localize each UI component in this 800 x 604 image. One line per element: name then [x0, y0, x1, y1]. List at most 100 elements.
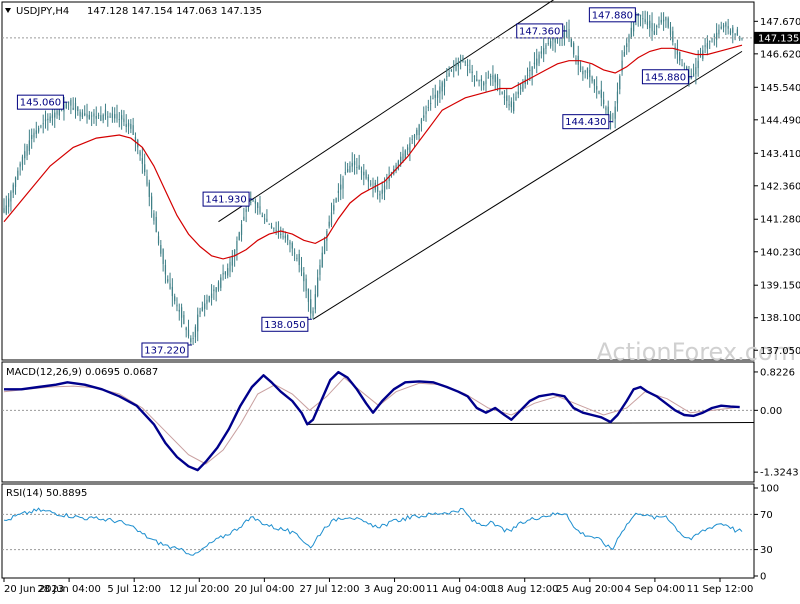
price-annotations: 145.060 137.220 141.930 138.050 147.360 144.4…: [16, 7, 693, 358]
candle-body: [222, 272, 224, 275]
candle-body: [543, 48, 545, 55]
price-tick-label: 143.410: [760, 149, 800, 160]
candle-body: [194, 326, 197, 338]
x-tick-label: 25 Aug 20:00: [556, 584, 623, 595]
candle-body: [448, 73, 450, 77]
candle: [727, 18, 729, 35]
candle: [609, 110, 612, 130]
candle: [739, 35, 741, 42]
candle: [79, 109, 81, 122]
annotation-box: [141, 342, 189, 358]
candle: [254, 198, 256, 214]
candle-body: [404, 150, 406, 159]
candle-body: [284, 235, 286, 239]
candle-body: [639, 14, 642, 17]
rsi-pane: 100 70 30 0 RSI(14) 50.8895: [1, 483, 779, 583]
candle-body: [259, 206, 261, 213]
candle: [494, 73, 496, 90]
candle-body: [123, 118, 125, 122]
candle-body: [164, 265, 167, 275]
candle-body: [217, 282, 220, 290]
candle-body: [563, 32, 566, 39]
candle-body: [568, 29, 570, 39]
candle-body: [656, 25, 658, 28]
candle: [462, 54, 464, 63]
candle: [305, 274, 307, 299]
candle-body: [377, 186, 379, 192]
current-price-tag: [754, 31, 800, 44]
candle-body: [628, 35, 630, 43]
candle-body: [12, 184, 14, 193]
candle: [123, 110, 125, 127]
candle-body: [351, 162, 353, 167]
annotation-box: [202, 191, 250, 207]
candle: [510, 97, 512, 113]
candle: [37, 125, 40, 134]
candle-body: [692, 73, 695, 77]
candle: [268, 223, 270, 225]
candle-body: [619, 76, 621, 90]
candle-body: [473, 76, 476, 77]
candle-body: [517, 91, 519, 95]
candle: [600, 80, 602, 107]
candle: [656, 24, 658, 36]
candle-body: [508, 104, 510, 106]
candle: [164, 259, 167, 284]
candle-body: [598, 90, 600, 94]
candle: [621, 50, 623, 76]
candle-body: [270, 225, 273, 229]
candle-body: [665, 17, 667, 21]
x-tick-label: 20 Jun 2023: [4, 584, 64, 595]
candle: [116, 104, 118, 123]
annotation-box: [588, 7, 636, 23]
candle-body: [305, 278, 307, 292]
candle: [213, 285, 215, 300]
candle: [107, 111, 109, 127]
x-tick-label: 11 Aug 04:00: [426, 584, 493, 595]
candle-body: [321, 252, 323, 268]
candle: [289, 239, 291, 253]
candle-body: [400, 156, 402, 164]
channel-lower-line: [312, 50, 743, 320]
candle-body: [86, 114, 88, 118]
macd-series: [3, 370, 755, 472]
candle-body: [88, 114, 90, 120]
candle: [229, 256, 231, 278]
candle-body: [238, 232, 240, 241]
candle-body: [409, 143, 411, 153]
candle-body: [704, 45, 706, 47]
candle: [446, 67, 448, 82]
candle: [603, 91, 605, 109]
candle-body: [118, 119, 120, 120]
candle-body: [515, 96, 517, 101]
candle: [591, 75, 593, 84]
candle-body: [280, 234, 282, 235]
candle-body: [257, 203, 259, 208]
candle-body: [10, 191, 12, 202]
candle-body: [603, 99, 605, 105]
candle: [206, 294, 208, 310]
candle-body: [672, 31, 674, 43]
candle: [540, 46, 542, 59]
candle: [21, 154, 24, 171]
candle: [24, 143, 26, 165]
candle: [660, 12, 662, 25]
candle-body: [275, 229, 277, 231]
candle: [312, 307, 314, 320]
candle: [725, 21, 727, 36]
candle: [418, 123, 420, 142]
candle: [72, 97, 74, 111]
candle-body: [153, 213, 155, 221]
candle-body: [234, 249, 236, 257]
candle: [282, 228, 284, 240]
candle-body: [201, 307, 203, 311]
candle-body: [649, 20, 651, 29]
candle-body: [121, 115, 123, 120]
candle-body: [227, 268, 229, 276]
candle-body: [107, 116, 109, 118]
candle-body: [130, 123, 132, 129]
candle: [310, 289, 312, 320]
candle: [340, 174, 342, 201]
